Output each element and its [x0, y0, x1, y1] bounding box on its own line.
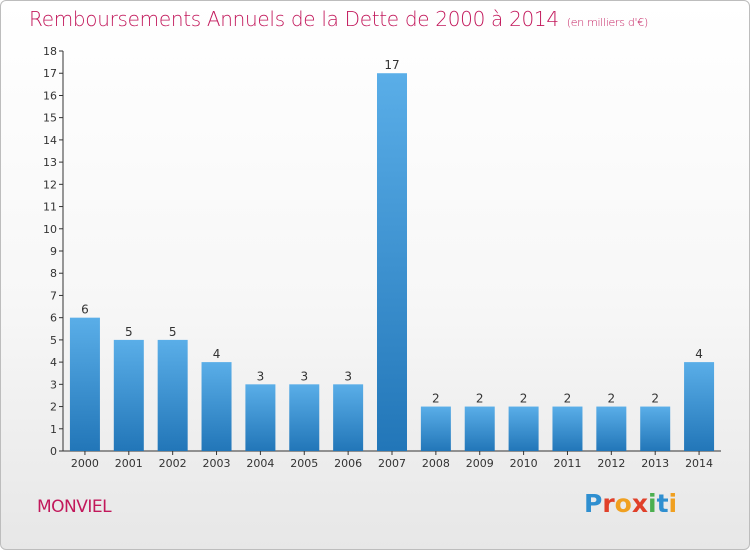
chart-subtitle: (en milliers d'€) [566, 16, 648, 29]
bar [377, 73, 407, 451]
bar-value-label: 2 [520, 392, 528, 406]
x-tick-label: 2007 [378, 457, 406, 470]
x-tick-label: 2014 [685, 457, 713, 470]
y-tick-label: 3 [50, 378, 57, 391]
x-tick-label: 2005 [290, 457, 318, 470]
bar-value-label: 3 [257, 369, 265, 383]
bar [420, 406, 451, 451]
y-tick-label: 1 [50, 423, 57, 436]
bar-value-label: 6 [81, 303, 89, 317]
bar-value-label: 4 [695, 347, 703, 361]
bar [640, 406, 671, 451]
bar [552, 406, 583, 451]
y-tick-label: 11 [43, 201, 57, 214]
bar [464, 406, 495, 451]
chart-title-text: Remboursements Annuels de la Dette de 20… [29, 7, 559, 31]
bar [113, 339, 144, 451]
bar [157, 339, 188, 451]
bar [596, 406, 627, 451]
bar-value-label: 5 [169, 325, 177, 339]
y-tick-label: 17 [43, 67, 57, 80]
y-tick-label: 6 [50, 312, 57, 325]
y-tick-label: 9 [50, 245, 57, 258]
bar-value-label: 3 [344, 369, 352, 383]
y-tick-label: 15 [43, 112, 57, 125]
y-tick-label: 5 [50, 334, 57, 347]
bar-value-label: 2 [608, 392, 616, 406]
bar [289, 384, 320, 451]
x-tick-label: 2000 [71, 457, 99, 470]
y-tick-label: 10 [43, 223, 57, 236]
chart-title: Remboursements Annuels de la Dette de 20… [29, 7, 648, 31]
bar [201, 362, 232, 451]
chart-bars: 6 5 5 4 3 3 3 17 2 2 2 2 2 2 4 [69, 58, 715, 451]
x-tick-label: 2013 [641, 457, 669, 470]
y-tick-label: 12 [43, 178, 57, 191]
y-tick-label: 18 [43, 45, 57, 58]
y-tick-label: 14 [43, 134, 57, 147]
bar-value-label: 5 [125, 325, 133, 339]
x-tick-label: 2003 [203, 457, 231, 470]
x-tick-label: 2011 [553, 457, 581, 470]
x-tick-label: 2002 [159, 457, 187, 470]
bar [508, 406, 539, 451]
bar-value-label: 2 [476, 392, 484, 406]
y-tick-label: 7 [50, 289, 57, 302]
x-tick-label: 2006 [334, 457, 362, 470]
commune-name: MONVIEL [37, 497, 112, 517]
y-tick-label: 8 [50, 267, 57, 280]
bar [69, 317, 100, 451]
x-tick-label: 2009 [466, 457, 494, 470]
bar [684, 362, 715, 451]
y-tick-label: 13 [43, 156, 57, 169]
y-tick-label: 2 [50, 401, 57, 414]
x-tick-label: 2004 [246, 457, 274, 470]
proxiti-logo: Proxiti [584, 489, 678, 518]
y-tick-label: 0 [50, 445, 57, 458]
bar-value-label: 2 [564, 392, 572, 406]
x-tick-label: 2008 [422, 457, 450, 470]
bar-value-label: 2 [651, 392, 659, 406]
x-tick-label: 2010 [510, 457, 538, 470]
x-tick-label: 2012 [597, 457, 625, 470]
bar [333, 384, 364, 451]
bar [245, 384, 276, 451]
x-tick-label: 2001 [115, 457, 143, 470]
bar-value-label: 3 [300, 369, 308, 383]
bar-value-label: 2 [432, 392, 440, 406]
bar-value-label: 4 [213, 347, 221, 361]
y-tick-label: 4 [50, 356, 57, 369]
y-tick-label: 16 [43, 89, 57, 102]
bar-value-label: 17 [384, 58, 399, 72]
